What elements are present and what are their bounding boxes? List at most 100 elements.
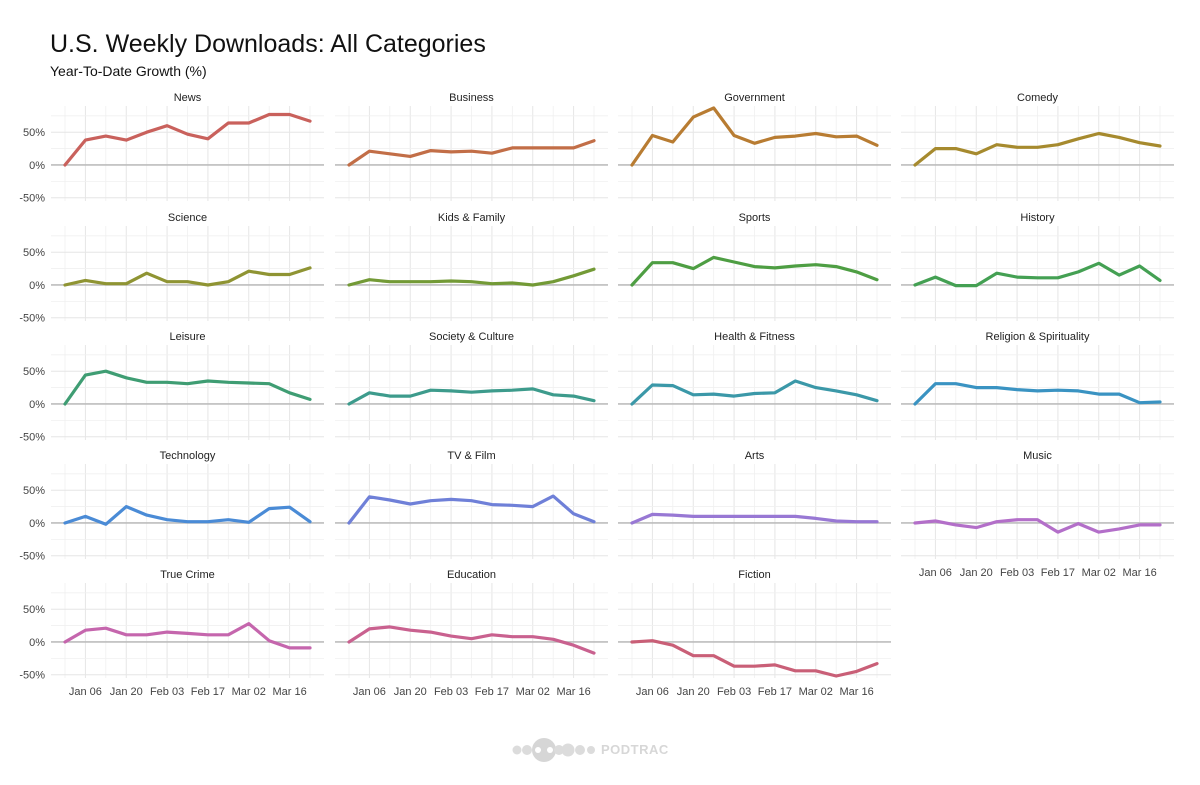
y-tick-label: -50% bbox=[19, 432, 45, 444]
panel-true-crime: True Crime 50% 0% -50% Jan 06 Jan 20 Feb 03 Feb… bbox=[19, 569, 324, 698]
x-tick-label: Mar 02 bbox=[232, 686, 266, 698]
x-tick-label: Feb 03 bbox=[150, 686, 184, 698]
x-tick-label: Mar 02 bbox=[516, 686, 550, 698]
series-line-technology bbox=[63, 505, 312, 526]
panel-title: Education bbox=[447, 569, 496, 581]
y-tick-label: 50% bbox=[23, 247, 45, 259]
series-line-government bbox=[630, 106, 879, 167]
series-line-science bbox=[63, 266, 312, 287]
panel-technology: Technology 50% 0% -50% bbox=[19, 450, 324, 563]
panel-title: News bbox=[174, 92, 202, 104]
panel-health-and-fitness: Health & Fitness bbox=[618, 331, 891, 440]
x-tick-label: Mar 16 bbox=[556, 686, 590, 698]
x-tick-label: Mar 02 bbox=[1082, 567, 1116, 579]
panel-title: Technology bbox=[160, 450, 216, 462]
series-line-true-crime bbox=[63, 621, 312, 650]
series-line-religion-and-spirituality bbox=[913, 382, 1162, 406]
panel-title: Religion & Spirituality bbox=[986, 331, 1090, 343]
x-tick-label: Feb 03 bbox=[717, 686, 751, 698]
x-tick-label: Mar 16 bbox=[839, 686, 873, 698]
panel-news: News 50% 0% -50% bbox=[19, 92, 324, 205]
panel-title: History bbox=[1020, 212, 1055, 224]
panel-fiction: Fiction Jan 06 Jan 20 Feb 03 Feb 17 Mar 02 Mar… bbox=[618, 569, 891, 698]
panel-tv-and-film: TV & Film bbox=[335, 450, 608, 559]
panel-education: Education Jan 06 Jan 20 Feb 03 Feb 17 Mar 02 M… bbox=[335, 569, 608, 698]
x-tick-label: Mar 16 bbox=[1122, 567, 1156, 579]
x-tick-label: Jan 06 bbox=[69, 686, 102, 698]
x-tick-label: Feb 17 bbox=[1041, 567, 1075, 579]
series-line-tv-and-film bbox=[347, 494, 596, 525]
x-tick-label: Jan 06 bbox=[636, 686, 669, 698]
x-tick-label: Feb 17 bbox=[475, 686, 509, 698]
series-line-sports bbox=[630, 255, 879, 287]
x-tick-label: Mar 16 bbox=[272, 686, 306, 698]
x-tick-label: Jan 20 bbox=[110, 686, 143, 698]
x-tick-label: Feb 03 bbox=[1000, 567, 1034, 579]
y-tick-label: 0% bbox=[29, 637, 45, 649]
panel-title: Health & Fitness bbox=[714, 331, 795, 343]
x-tick-label: Feb 03 bbox=[434, 686, 468, 698]
series-line-leisure bbox=[63, 369, 312, 406]
series-line-health-and-fitness bbox=[630, 379, 879, 406]
y-tick-label: 50% bbox=[23, 366, 45, 378]
series-line-kids-and-family bbox=[347, 267, 596, 287]
x-tick-label: Jan 20 bbox=[960, 567, 993, 579]
x-tick-label: Jan 06 bbox=[353, 686, 386, 698]
series-line-fiction bbox=[630, 639, 879, 678]
y-tick-label: 50% bbox=[23, 604, 45, 616]
y-tick-label: 50% bbox=[23, 127, 45, 139]
series-line-news bbox=[63, 112, 312, 167]
y-tick-label: 0% bbox=[29, 518, 45, 530]
series-line-society-and-culture bbox=[347, 387, 596, 406]
panel-title: Kids & Family bbox=[438, 212, 506, 224]
panel-title: Music bbox=[1023, 450, 1052, 462]
panel-comedy: Comedy bbox=[901, 92, 1174, 201]
y-tick-label: 0% bbox=[29, 160, 45, 172]
y-tick-label: 0% bbox=[29, 280, 45, 292]
x-tick-label: Mar 02 bbox=[799, 686, 833, 698]
podtrac-logo-text: PODTRAC bbox=[601, 742, 669, 757]
x-tick-label: Jan 06 bbox=[919, 567, 952, 579]
series-line-education bbox=[347, 625, 596, 655]
panel-title: True Crime bbox=[160, 569, 215, 581]
x-tick-label: Jan 20 bbox=[677, 686, 710, 698]
chart-title: U.S. Weekly Downloads: All Categories bbox=[50, 30, 486, 58]
panel-title: Fiction bbox=[738, 569, 770, 581]
panel-title: TV & Film bbox=[447, 450, 495, 462]
panel-history: History bbox=[901, 212, 1174, 321]
panel-title: Comedy bbox=[1017, 92, 1058, 104]
series-line-comedy bbox=[913, 131, 1162, 167]
panel-leisure: Leisure 50% 0% -50% bbox=[19, 331, 324, 444]
panel-title: Society & Culture bbox=[429, 331, 514, 343]
panel-society-and-culture: Society & Culture bbox=[335, 331, 608, 440]
series-line-history bbox=[913, 261, 1162, 288]
panel-title: Business bbox=[449, 92, 494, 104]
series-line-arts bbox=[630, 512, 879, 525]
y-tick-label: -50% bbox=[19, 670, 45, 682]
panel-science: Science 50% 0% -50% bbox=[19, 212, 324, 325]
panel-title: Sports bbox=[739, 212, 771, 224]
panel-government: Government bbox=[618, 92, 891, 201]
panel-sports: Sports bbox=[618, 212, 891, 321]
y-tick-label: -50% bbox=[19, 551, 45, 563]
panel-title: Arts bbox=[745, 450, 765, 462]
series-line-music bbox=[913, 518, 1162, 534]
panel-title: Science bbox=[168, 212, 207, 224]
panel-religion-and-spirituality: Religion & Spirituality bbox=[901, 331, 1174, 440]
y-tick-label: 50% bbox=[23, 485, 45, 497]
panel-business: Business bbox=[335, 92, 608, 201]
y-tick-label: -50% bbox=[19, 193, 45, 205]
panel-title: Government bbox=[724, 92, 785, 104]
x-tick-label: Feb 17 bbox=[191, 686, 225, 698]
panel-music: Music Jan 06 Jan 20 Feb 03 Feb 17 Mar 02 Mar 1… bbox=[901, 450, 1174, 579]
panel-arts: Arts bbox=[618, 450, 891, 559]
y-tick-label: 0% bbox=[29, 399, 45, 411]
x-tick-label: Feb 17 bbox=[758, 686, 792, 698]
panel-title: Leisure bbox=[169, 331, 205, 343]
chart-subtitle: Year-To-Date Growth (%) bbox=[50, 63, 207, 79]
panel-kids-and-family: Kids & Family bbox=[335, 212, 608, 321]
y-tick-label: -50% bbox=[19, 313, 45, 325]
podtrac-logo-icon bbox=[512, 738, 595, 762]
x-tick-label: Jan 20 bbox=[394, 686, 427, 698]
